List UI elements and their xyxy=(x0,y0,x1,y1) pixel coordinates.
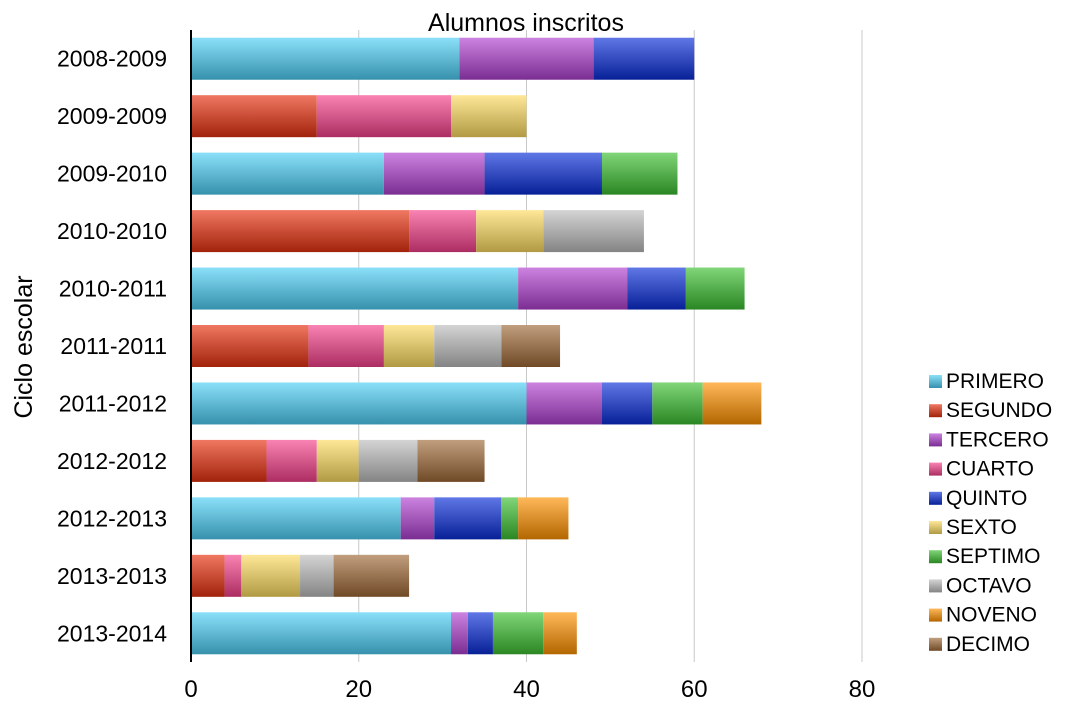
bar-segment xyxy=(383,152,485,195)
bar-segment xyxy=(501,325,561,367)
legend-swatch xyxy=(929,637,942,651)
bar-segment xyxy=(543,612,577,655)
bar-segment xyxy=(191,152,384,195)
category-labels: 2008-2009 2009-2009 2009-2010 2010-2010 2010… xyxy=(57,46,167,647)
bar-segment xyxy=(191,382,527,425)
bar-segment xyxy=(702,382,762,425)
legend-label: OCTAVO xyxy=(946,574,1032,597)
x-tick-label: 0 xyxy=(184,676,197,703)
bar-segment xyxy=(451,95,527,138)
bar-segment xyxy=(191,325,309,367)
legend-swatch xyxy=(929,462,942,476)
category-label: 2013-2014 xyxy=(57,620,167,646)
category-label: 2012-2012 xyxy=(57,448,167,474)
legend-label: PRIMERO xyxy=(946,370,1044,393)
legend-label: DECIMO xyxy=(946,633,1030,656)
bar-segment xyxy=(191,267,519,310)
bar-segment xyxy=(383,325,435,367)
bar-segment xyxy=(627,267,686,310)
x-tick-label: 40 xyxy=(513,676,540,703)
bar-segment xyxy=(543,210,644,253)
x-tick-label: 60 xyxy=(681,676,708,703)
bar-segment xyxy=(518,497,569,540)
legend-label: SEPTIMO xyxy=(946,545,1041,568)
legend-label: CUARTO xyxy=(946,458,1034,481)
bar-segment xyxy=(316,95,452,138)
legend-label: QUINTO xyxy=(946,487,1027,510)
bar-segment xyxy=(601,382,653,425)
bar-segment xyxy=(685,267,745,310)
bars xyxy=(191,37,762,655)
bar-segment xyxy=(409,210,477,253)
bar-segment xyxy=(191,497,401,540)
legend: PRIMERO SEGUNDO TERCERO CUARTO QUINTO SEXTO SE… xyxy=(929,370,1052,656)
bar-segment xyxy=(400,497,435,540)
bar-segment xyxy=(191,95,317,138)
bar-segment xyxy=(191,210,410,253)
bar-segment xyxy=(417,439,485,482)
bar-segment xyxy=(476,210,544,253)
bar-segment xyxy=(492,612,544,655)
category-label: 2013-2013 xyxy=(57,563,167,589)
bar-segment xyxy=(224,554,242,597)
legend-swatch xyxy=(929,579,942,593)
bar-segment xyxy=(308,325,384,367)
legend-swatch xyxy=(929,550,942,564)
bar-segment xyxy=(518,267,628,310)
legend-label: NOVENO xyxy=(946,604,1037,627)
bar-segment xyxy=(601,152,678,195)
bar-segment xyxy=(300,554,334,597)
bar-segment xyxy=(652,382,703,425)
category-label: 2009-2009 xyxy=(57,103,167,129)
bar-segment xyxy=(467,612,493,655)
legend-swatch xyxy=(929,608,942,622)
bar-segment xyxy=(434,497,502,540)
category-label: 2010-2011 xyxy=(59,276,167,302)
category-label: 2011-2012 xyxy=(59,390,167,416)
legend-swatch xyxy=(929,375,942,388)
bar-segment xyxy=(191,439,267,482)
bar-segment xyxy=(358,439,418,482)
bar-segment xyxy=(191,37,460,80)
legend-label: SEXTO xyxy=(946,516,1017,539)
bar-segment xyxy=(459,37,594,80)
bar-segment xyxy=(191,612,452,655)
category-label: 2011-2011 xyxy=(60,333,167,359)
legend-label: SEGUNDO xyxy=(946,399,1052,422)
bar-segment xyxy=(501,497,519,540)
bar-segment xyxy=(434,325,502,367)
bar-segment xyxy=(266,439,317,482)
x-tick-label: 80 xyxy=(849,676,876,703)
bar-segment xyxy=(526,382,602,425)
category-label: 2008-2009 xyxy=(57,46,167,72)
chart-title: Alumnos inscritos xyxy=(428,9,624,37)
legend-swatch xyxy=(929,404,942,418)
bar-segment xyxy=(191,554,225,597)
legend-label: TERCERO xyxy=(946,428,1049,451)
x-tick-label: 20 xyxy=(345,676,372,703)
bar-segment xyxy=(593,37,695,80)
bar-segment xyxy=(451,612,468,655)
category-label: 2012-2013 xyxy=(57,505,167,531)
y-axis-title: Ciclo escolar xyxy=(10,275,38,418)
bar-segment xyxy=(333,554,410,597)
bar-segment xyxy=(316,439,359,482)
legend-swatch xyxy=(929,491,942,505)
legend-swatch xyxy=(929,521,942,534)
bar-segment xyxy=(484,152,602,195)
legend-swatch xyxy=(929,433,942,447)
x-tick-labels: 0 20 40 60 80 xyxy=(184,676,875,703)
category-label: 2009-2010 xyxy=(57,161,167,187)
category-label: 2010-2010 xyxy=(57,218,167,244)
bar-segment xyxy=(241,554,301,597)
